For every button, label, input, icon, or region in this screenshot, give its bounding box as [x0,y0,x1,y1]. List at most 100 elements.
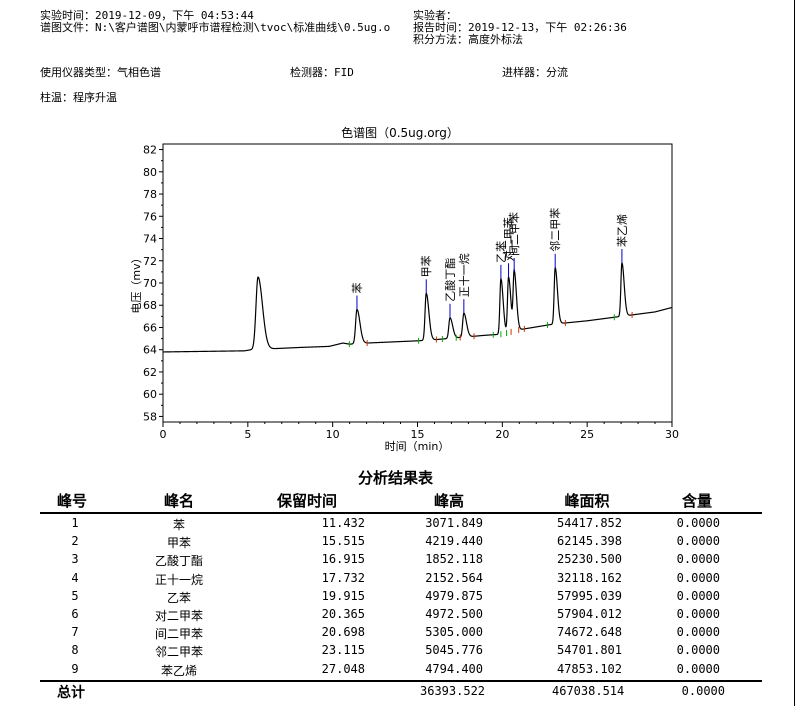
table-cell: 4219.440 [425,534,483,549]
y-tick-label: 82 [143,144,157,157]
column-temp: 柱温：程序升温 [40,91,117,104]
table-cell: 1 [71,516,79,530]
x-tick-label: 25 [580,428,594,441]
chart-title: 色谱图（0.5ug.org） [341,126,459,140]
table-cell: 2152.564 [425,570,483,585]
table-cell: 4794.400 [425,661,483,676]
right-edge-line [794,0,795,706]
table-cell: 54417.852 [556,516,622,530]
table-cell: 甲苯 [166,536,191,551]
table-cell: 0.0000 [676,643,720,658]
chromatogram-trace [163,261,672,353]
column-header: 峰名 [163,492,194,510]
table-cell: 乙苯 [166,590,191,605]
header-rule [40,512,762,514]
table-cell: 15.515 [321,534,365,549]
y-tick-label: 74 [143,233,157,246]
chromatogram-chart: 色谱图（0.5ug.org） 58 60 62 64 66 68 70 72 74 76 78 80 8… [130,126,679,453]
table-cell: 邻二甲苯 [154,645,203,660]
column-header: 保留时间 [276,492,337,510]
table-cell: 2 [71,534,79,549]
experiment-time: 实验时间：2019-12-09，下午 04:53:44 [40,9,254,22]
table-cell: 4 [71,570,79,585]
table-cell: 4979.875 [425,588,483,603]
results-title: 分析结果表 [358,469,434,487]
y-tick-label: 70 [143,277,157,290]
x-tick-label: 10 [326,428,340,441]
table-cell: 9 [71,661,79,676]
table-cell: 0.0000 [676,516,720,530]
integration-method: 积分方法：高度外标法 [413,33,523,46]
peak-label: 乙酸丁酯 [443,258,457,302]
y-tick-label: 60 [143,388,157,401]
y-tick-label: 66 [143,321,157,334]
y-tick-label: 80 [143,166,157,179]
table-cell: 6 [71,607,79,621]
detector: 检测器：FID [290,66,354,79]
table-cell: 62145.398 [556,534,622,549]
table-cell: 4972.500 [425,607,483,621]
x-tick-label: 0 [160,428,167,441]
column-header: 峰号 [56,492,87,510]
table-cell: 1852.118 [425,552,483,567]
table-cell: 苯 [172,518,185,532]
table-cell: 0.0000 [676,552,720,567]
peak-label: 间二甲苯 [507,212,521,256]
instrument-type: 使用仪器类型：气相色谱 [40,66,161,79]
column-header: 含量 [681,492,712,510]
report-time: 报告时间：2019-12-13，下午 02:26:36 [413,21,627,34]
x-tick-label: 5 [244,428,251,441]
table-cell: 23.115 [321,643,365,658]
y-axis-label: 电压（mv） [130,252,143,313]
total-rule [40,680,762,682]
peak-label: 邻二甲苯 [548,208,562,252]
table-cell: 苯乙烯 [160,663,197,678]
chromatogram-file: 谱图文件：N:\客户谱图\内蒙呼市谱程检测\tvoc\标准曲线\0.5ug.o [40,21,391,34]
total-label: 总计 [57,685,85,701]
x-axis-label: 时间（min） [385,440,450,453]
y-tick-label: 68 [143,299,157,312]
total-height: 36393.522 [420,684,486,698]
table-cell: 20.698 [321,625,365,640]
y-tick-label: 64 [143,344,157,357]
table-cell: 5305.000 [425,625,483,640]
table-cell: 16.915 [321,552,365,567]
total-content: 0.0000 [681,684,725,698]
table-cell: 0.0000 [676,588,720,603]
table-cell: 11.432 [321,516,365,530]
plot-frame [162,143,673,423]
table-cell: 乙酸丁酯 [154,554,203,569]
table-cell: 8 [71,643,79,658]
table-cell: 间二甲苯 [154,627,203,642]
table-cell: 正十一烷 [154,572,203,587]
table-cell: 54701.801 [556,643,622,658]
table-cell: 47853.102 [556,661,622,676]
table-cell: 57995.039 [556,588,622,603]
total-area: 467038.514 [552,684,625,698]
table-cell: 5045.776 [425,643,483,658]
experimenter: 实验者： [413,9,457,22]
table-cell: 5 [71,588,79,603]
y-tick-label: 62 [143,366,157,379]
table-cell: 3071.849 [425,516,483,530]
table-cell: 3 [71,552,79,567]
table-cell: 对二甲苯 [154,609,203,623]
table-cell: 27.048 [321,661,365,676]
peak-label: 正十一烷 [457,253,471,297]
injector: 进样器：分流 [502,66,568,79]
column-header: 峰面积 [564,492,610,510]
table-cell: 17.732 [321,570,365,585]
table-cell: 19.915 [321,588,365,603]
x-tick-label: 30 [665,428,679,441]
table-cell: 74672.648 [556,625,622,640]
table-cell: 0.0000 [676,570,720,585]
table-cell: 57904.012 [556,607,622,621]
y-tick-label: 78 [143,188,157,201]
x-tick-label: 20 [495,428,509,441]
column-header: 峰高 [433,492,464,510]
y-tick-label: 76 [143,210,157,223]
table-cell: 32118.162 [556,570,622,585]
x-tick-label: 15 [411,428,425,441]
peak-label: 苯乙烯 [615,214,629,247]
table-cell: 0.0000 [676,534,720,549]
